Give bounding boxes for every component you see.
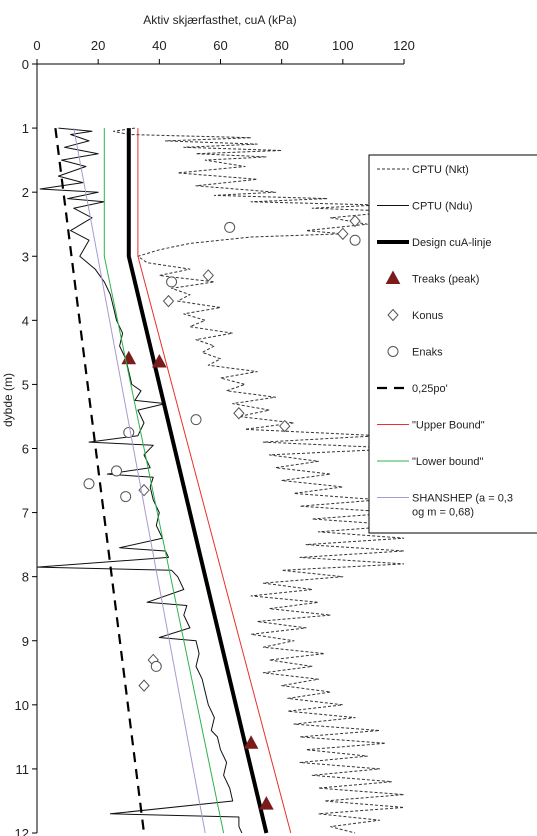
legend-label-4: Treaks (peak) (412, 274, 479, 286)
y-tick-label: 12 (15, 826, 29, 836)
y-tick-label: 7 (22, 506, 29, 521)
y-tick-label: 10 (15, 698, 29, 713)
legend: CPTU (Nkt) CPTU (Ndu) Design cuA-linje Trea… (368, 154, 537, 534)
y-tick-label: 8 (22, 570, 29, 585)
series-6-point-6 (111, 465, 123, 477)
plot-area (37, 127, 404, 834)
x-tick-label: 100 (332, 38, 354, 53)
y-tick-label: 11 (16, 762, 30, 777)
series-6-point-3 (166, 276, 178, 288)
series-5-point-9 (138, 679, 150, 692)
legend-label-3: Design cuA-linje (412, 237, 491, 249)
legend-label-5: Konus (412, 310, 444, 322)
y-tick-label: 2 (22, 185, 29, 200)
series-10-line (73, 128, 206, 834)
x-tick-label: 40 (152, 38, 166, 53)
legend-swatch-4 (385, 270, 401, 284)
series-4-point-3 (243, 735, 259, 749)
legend-label-1: CPTU (Nkt) (412, 164, 469, 176)
x-tick-label: 80 (274, 38, 288, 53)
y-tick-label: 6 (22, 442, 29, 457)
y-tick-label: 3 (22, 249, 29, 264)
series-6-point-4 (190, 414, 202, 426)
y-tick-label: 9 (22, 634, 29, 649)
x-tick-label: 20 (91, 38, 105, 53)
legend-label-6: Enaks (412, 347, 443, 359)
series-1-line (113, 127, 404, 834)
y-tick-label: 1 (22, 121, 29, 136)
legend-label-10: SHANSHEP (a = 0,3 og m = 0,68) (412, 493, 513, 519)
x-tick-label: 0 (33, 38, 40, 53)
series-6-point-1 (224, 221, 236, 233)
x-tick-label: 60 (213, 38, 227, 53)
legend-swatch-6 (387, 346, 399, 357)
series-8-line (137, 128, 292, 834)
series-3-line (126, 128, 269, 834)
series-6-point-9 (150, 660, 162, 672)
legend-label-2: CPTU (Ndu) (412, 201, 473, 213)
series-5-point-5 (233, 407, 245, 420)
legend-label-7: 0,25po' (412, 383, 448, 395)
series-5-point-1 (349, 214, 361, 228)
x-tick-label: 120 (393, 38, 415, 53)
x-axis-title: Aktiv skjærfasthet, cuA (kPa) (143, 13, 296, 27)
series-6-point-8 (120, 491, 132, 503)
series-6-point-5 (123, 426, 135, 438)
y-tick-label: 0 (22, 57, 29, 72)
series-5-point-4 (162, 294, 175, 308)
series-5-point-3 (202, 269, 214, 282)
legend-label-8: "Upper Bound" (412, 420, 485, 432)
series-6-point-2 (349, 234, 361, 246)
series-5-point-2 (337, 227, 349, 241)
y-tick-label: 5 (22, 377, 29, 392)
legend-box (368, 154, 537, 534)
series-6-point-7 (83, 478, 95, 490)
series-4-point-4 (259, 796, 274, 810)
y-axis-title: dybde (m) (1, 373, 15, 427)
legend-label-9: "Lower bound" (412, 456, 484, 468)
series-5-point-6 (279, 419, 291, 433)
series-4-point-2 (151, 353, 167, 368)
series-9-line (103, 128, 225, 834)
legend-swatch-5 (387, 308, 399, 322)
y-tick-label: 4 (22, 313, 29, 328)
